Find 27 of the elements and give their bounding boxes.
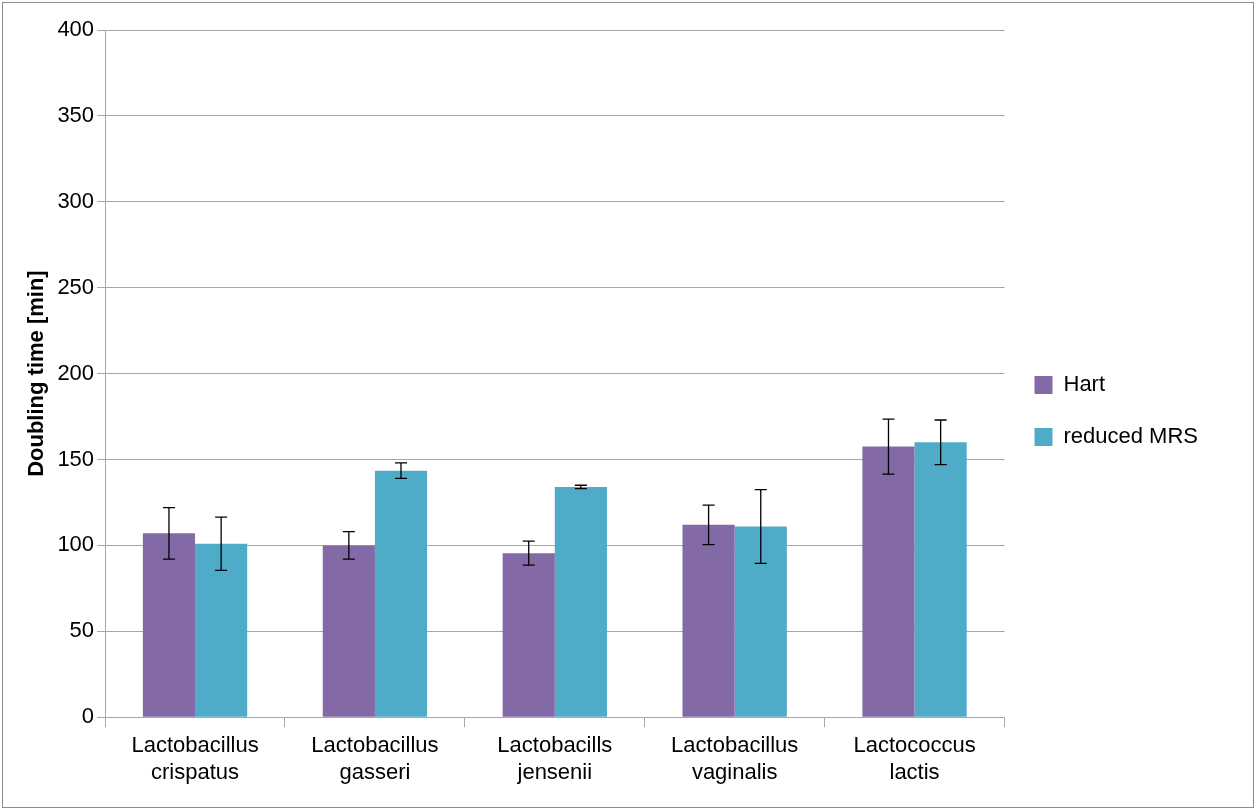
y-tick-label: 350 bbox=[57, 101, 95, 127]
y-tick-label: 150 bbox=[57, 445, 95, 471]
y-tick-label: 50 bbox=[69, 617, 95, 643]
legend-label: reduced MRS bbox=[1063, 423, 1199, 449]
bar bbox=[914, 442, 967, 717]
bar bbox=[734, 526, 787, 717]
bar bbox=[374, 470, 428, 717]
bar bbox=[502, 553, 555, 717]
y-tick-label: 0 bbox=[81, 703, 95, 729]
y-axis-title: Doubling time [min] bbox=[23, 270, 49, 477]
legend-label: Hart bbox=[1063, 371, 1106, 397]
y-tick-label: 100 bbox=[57, 531, 95, 557]
y-tick-label: 400 bbox=[57, 16, 95, 42]
bar bbox=[862, 446, 915, 717]
bar bbox=[554, 486, 607, 717]
x-tick-label: Lactobacillus crispatus bbox=[131, 732, 259, 784]
x-tick-label: Lactobacills jensenii bbox=[497, 732, 613, 784]
y-tick-label: 250 bbox=[57, 273, 95, 299]
bar bbox=[142, 533, 196, 717]
x-tick-label: Lactobacillus gasseri bbox=[311, 732, 439, 784]
y-tick-label: 300 bbox=[57, 187, 95, 213]
x-tick-label: Lactococcus lactis bbox=[853, 732, 976, 784]
bar bbox=[322, 545, 375, 717]
bar bbox=[682, 524, 735, 717]
bar bbox=[195, 543, 248, 717]
y-tick-label: 200 bbox=[57, 359, 95, 385]
x-tick-label: Lactobacillus vaginalis bbox=[671, 732, 799, 784]
